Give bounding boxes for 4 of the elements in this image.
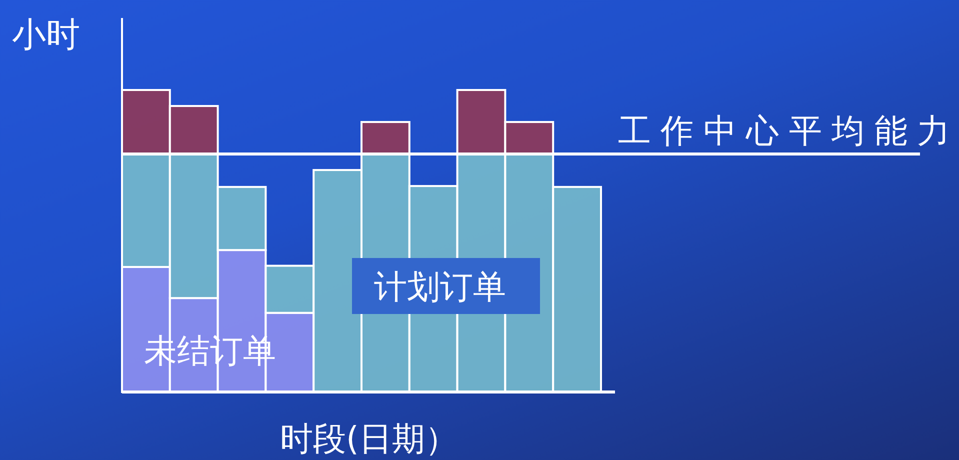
- series-label: 计划订单: [374, 267, 506, 306]
- ref-line-label: 工作中心平均能力: [618, 111, 950, 150]
- x-axis-title: 时段(日期）: [280, 419, 458, 458]
- y-axis-title: 小时: [12, 15, 80, 55]
